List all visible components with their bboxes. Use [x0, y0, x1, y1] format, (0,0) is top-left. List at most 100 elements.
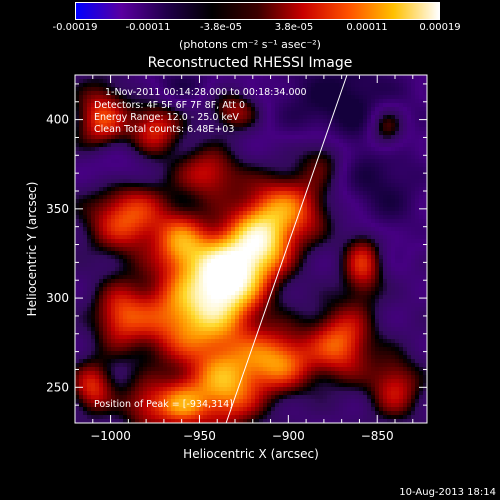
heatmap-cell: [231, 279, 236, 284]
heatmap-cell: [319, 95, 324, 100]
heatmap-cell: [315, 279, 320, 284]
heatmap-cell: [335, 167, 340, 172]
heatmap-cell: [391, 107, 396, 112]
heatmap-cell: [419, 191, 424, 196]
heatmap-cell: [231, 263, 236, 268]
heatmap-cell: [363, 107, 368, 112]
heatmap-cell: [291, 267, 296, 272]
heatmap-cell: [239, 223, 244, 228]
heatmap-cell: [363, 247, 368, 252]
heatmap-cell: [107, 131, 112, 136]
heatmap-cell: [191, 99, 196, 104]
heatmap-cell: [411, 183, 416, 188]
heatmap-cell: [107, 195, 112, 200]
heatmap-cell: [223, 131, 228, 136]
heatmap-cell: [379, 235, 384, 240]
heatmap-cell: [75, 243, 80, 248]
heatmap-cell: [127, 171, 132, 176]
heatmap-cell: [235, 195, 240, 200]
heatmap-cell: [399, 187, 404, 192]
heatmap-cell: [375, 95, 380, 100]
heatmap-cell: [239, 231, 244, 236]
heatmap-cell: [395, 255, 400, 260]
heatmap-cell: [379, 243, 384, 248]
heatmap-cell: [263, 79, 268, 84]
heatmap-cell: [115, 219, 120, 224]
heatmap-cell: [355, 263, 360, 268]
heatmap-cell: [235, 151, 240, 156]
heatmap-cell: [371, 203, 376, 208]
heatmap-cell: [371, 259, 376, 264]
heatmap-cell: [127, 99, 132, 104]
heatmap-cell: [411, 167, 416, 172]
heatmap-cell: [259, 219, 264, 224]
heatmap-cell: [91, 187, 96, 192]
heatmap-cell: [367, 295, 372, 300]
heatmap-cell: [271, 163, 276, 168]
heatmap-cell: [151, 199, 156, 204]
heatmap-cell: [375, 235, 380, 240]
heatmap-cell: [387, 263, 392, 268]
heatmap-cell: [331, 75, 336, 80]
heatmap-cell: [179, 183, 184, 188]
heatmap-cell: [115, 255, 120, 260]
heatmap-cell: [415, 223, 420, 228]
heatmap-cell: [127, 207, 132, 212]
heatmap-cell: [243, 287, 248, 292]
heatmap-cell: [123, 135, 128, 140]
heatmap-cell: [155, 159, 160, 164]
heatmap-cell: [207, 195, 212, 200]
heatmap-cell: [95, 111, 100, 116]
heatmap-cell: [303, 271, 308, 276]
heatmap-cell: [155, 203, 160, 208]
heatmap-cell: [175, 131, 180, 136]
heatmap-cell: [247, 75, 252, 80]
heatmap-cell: [371, 167, 376, 172]
heatmap-cell: [327, 271, 332, 276]
heatmap-cell: [139, 75, 144, 80]
heatmap-cell: [419, 135, 424, 140]
heatmap-cell: [147, 199, 152, 204]
heatmap-cell: [231, 95, 236, 100]
heatmap-cell: [151, 79, 156, 84]
heatmap-cell: [343, 155, 348, 160]
heatmap-cell: [419, 75, 424, 80]
heatmap-cell: [259, 179, 264, 184]
heatmap-cell: [383, 191, 388, 196]
heatmap-cell: [235, 75, 240, 80]
heatmap-cell: [307, 179, 312, 184]
heatmap-cell: [207, 243, 212, 248]
heatmap-cell: [255, 143, 260, 148]
heatmap-cell: [199, 207, 204, 212]
heatmap-cell: [363, 267, 368, 272]
heatmap-cell: [207, 279, 212, 284]
heatmap-cell: [139, 287, 144, 292]
heatmap-cell: [383, 267, 388, 272]
heatmap-cell: [411, 215, 416, 220]
heatmap-cell: [247, 187, 252, 192]
heatmap-cell: [263, 123, 268, 128]
heatmap-cell: [411, 243, 416, 248]
heatmap-cell: [131, 111, 136, 116]
heatmap-cell: [275, 143, 280, 148]
heatmap-cell: [119, 179, 124, 184]
heatmap-cell: [163, 279, 168, 284]
heatmap-cell: [143, 211, 148, 216]
heatmap-cell: [155, 299, 160, 304]
heatmap-cell: [99, 239, 104, 244]
heatmap-cell: [295, 247, 300, 252]
heatmap-cell: [79, 127, 84, 132]
heatmap-cell: [415, 291, 420, 296]
heatmap-cell: [279, 115, 284, 120]
heatmap-cell: [279, 227, 284, 232]
heatmap-cell: [391, 175, 396, 180]
heatmap-cell: [355, 83, 360, 88]
heatmap-cell: [411, 279, 416, 284]
heatmap-cell: [307, 275, 312, 280]
chart-title: Reconstructed RHESSI Image: [147, 55, 353, 71]
heatmap-cell: [99, 123, 104, 128]
heatmap-cell: [171, 291, 176, 296]
heatmap-cell: [259, 279, 264, 284]
heatmap-cell: [323, 107, 328, 112]
heatmap-cell: [371, 215, 376, 220]
